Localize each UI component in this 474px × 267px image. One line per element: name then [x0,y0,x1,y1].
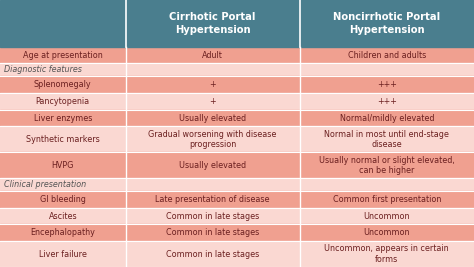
Text: Ascites: Ascites [48,212,77,221]
Text: Common in late stages: Common in late stages [166,212,259,221]
Text: Diagnostic features: Diagnostic features [4,65,82,74]
Text: Synthetic markers: Synthetic markers [26,135,100,144]
Text: +: + [210,80,216,89]
Text: HVPG: HVPG [52,161,74,170]
Text: Noncirrhotic Portal
Hypertension: Noncirrhotic Portal Hypertension [333,12,440,34]
Text: Age at presentation: Age at presentation [23,50,103,60]
Text: Common first presentation: Common first presentation [333,195,441,204]
Text: Common in late stages: Common in late stages [166,250,259,258]
Text: Gradual worsening with disease
progression: Gradual worsening with disease progressi… [148,130,277,149]
Text: Common in late stages: Common in late stages [166,228,259,237]
Text: Normal in most until end-stage
disease: Normal in most until end-stage disease [324,130,449,149]
Bar [0,127,474,152]
Text: Pancytopenia: Pancytopenia [36,97,90,106]
Bar [0,178,474,191]
Bar [0,0,126,47]
Bar [0,47,474,64]
Text: Splenomegaly: Splenomegaly [34,80,91,89]
Bar [0,152,474,178]
Bar [0,93,474,110]
Text: Cirrhotic Portal
Hypertension: Cirrhotic Portal Hypertension [169,12,256,34]
Text: GI bleeding: GI bleeding [40,195,86,204]
Bar [0,64,474,76]
Text: Encephalopathy: Encephalopathy [30,228,95,237]
Bar [300,0,474,47]
Text: Liver failure: Liver failure [39,250,87,258]
Bar [0,191,474,208]
Text: Usually elevated: Usually elevated [179,113,246,123]
Text: Usually normal or slight elevated,
can be higher: Usually normal or slight elevated, can b… [319,155,455,175]
Text: Uncommon: Uncommon [364,212,410,221]
Text: Liver enzymes: Liver enzymes [34,113,92,123]
Text: Adult: Adult [202,50,223,60]
Bar [126,0,300,47]
Bar [0,225,474,241]
Text: Late presentation of disease: Late presentation of disease [155,195,270,204]
Text: Children and adults: Children and adults [347,50,426,60]
Text: Usually elevated: Usually elevated [179,161,246,170]
Text: +: + [210,97,216,106]
Text: +++: +++ [377,80,397,89]
Bar [0,241,474,267]
Text: Uncommon: Uncommon [364,228,410,237]
Text: +++: +++ [377,97,397,106]
Bar [0,76,474,93]
Text: Clinical presentation: Clinical presentation [4,180,86,189]
Text: Normal/mildly elevated: Normal/mildly elevated [339,113,434,123]
Bar [0,110,474,127]
Bar [0,208,474,225]
Text: Uncommon, appears in certain
forms: Uncommon, appears in certain forms [325,244,449,264]
